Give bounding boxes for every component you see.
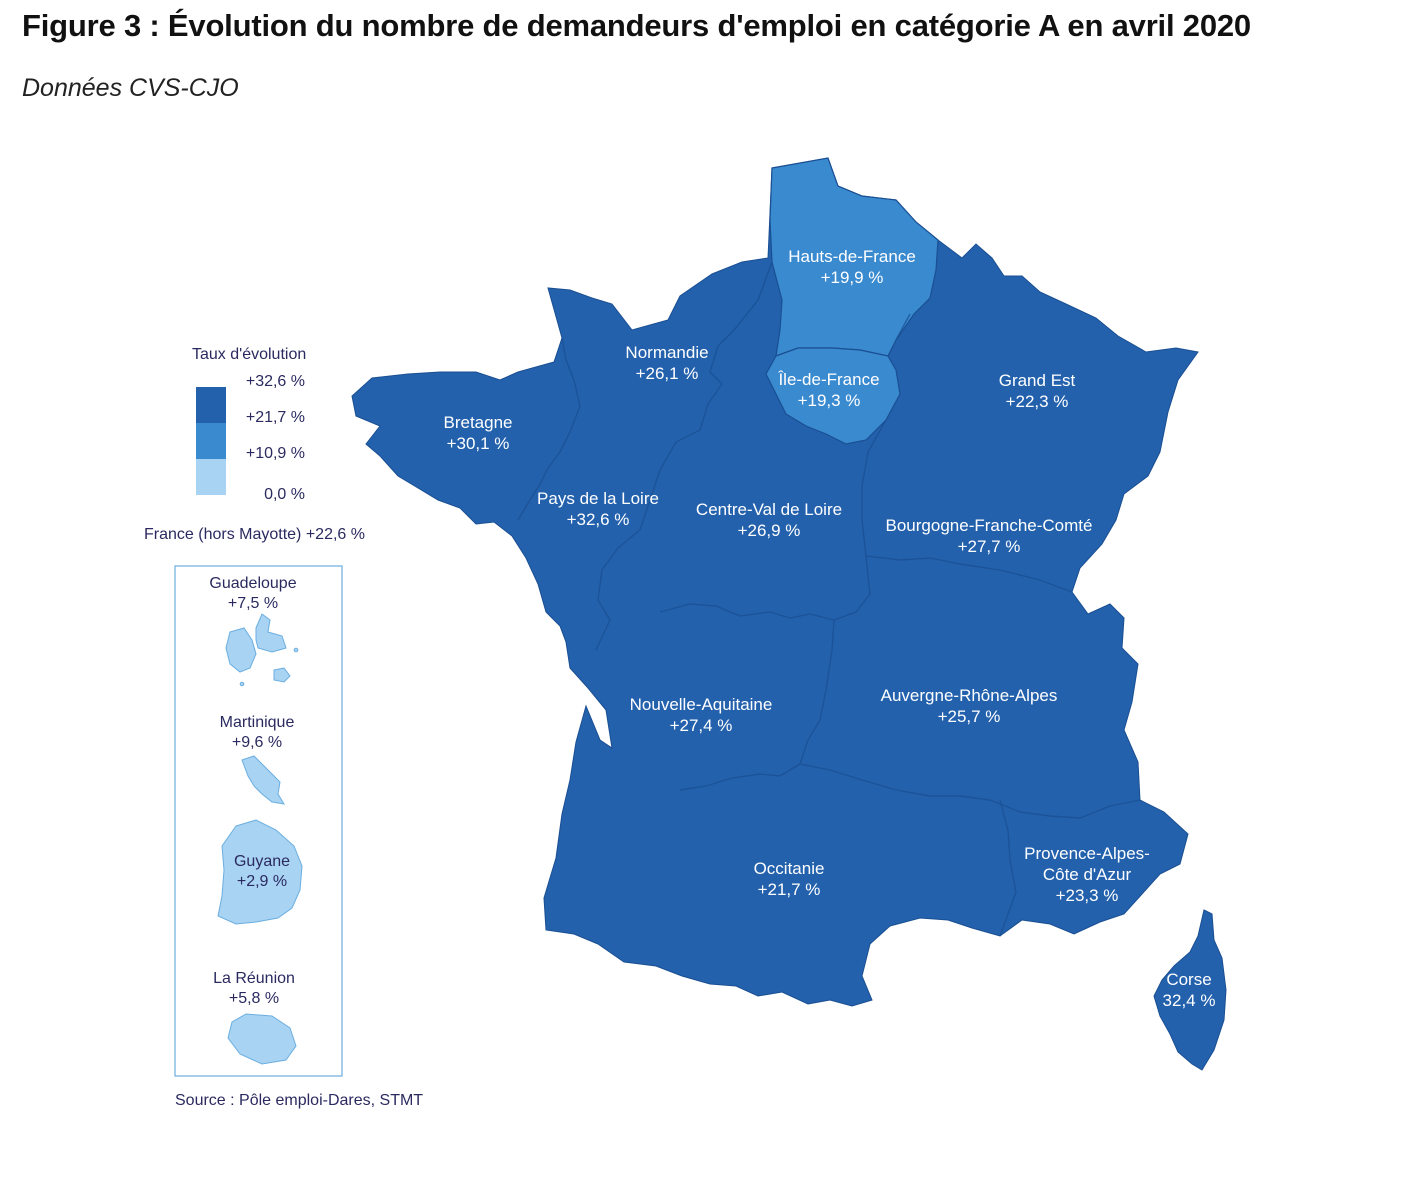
legend-swatch-dark bbox=[196, 387, 226, 423]
region-name-normandie: Normandie bbox=[625, 343, 708, 362]
legend-break-label: +21,7 % bbox=[246, 409, 305, 426]
region-name-grand-est: Grand Est bbox=[999, 371, 1076, 390]
overseas-name-guadeloupe: Guadeloupe bbox=[209, 575, 296, 592]
legend: Taux d'évolution +32,6 % +21,7 % +10,9 %… bbox=[144, 346, 365, 543]
region-name-bourgogne-franche-comte: Bourgogne-Franche-Comté bbox=[886, 516, 1093, 535]
region-name-occitanie: Occitanie bbox=[754, 859, 825, 878]
region-name-corse: Corse bbox=[1166, 970, 1211, 989]
region-ile-de-france-shape bbox=[765, 347, 901, 445]
region-value-centre-val-de-loire: +26,9 % bbox=[738, 521, 801, 540]
metropolitan-france bbox=[351, 157, 1199, 1007]
region-borders bbox=[517, 261, 1141, 937]
overseas-inset: Guadeloupe +7,5 % Martinique +9,6 % Guyane +2… bbox=[174, 565, 343, 1077]
overseas-value-martinique: +9,6 % bbox=[232, 734, 282, 751]
region-name-provence-alpes-cote-d-azur-line2: Côte d'Azur bbox=[1043, 865, 1132, 884]
region-value-nouvelle-aquitaine: +27,4 % bbox=[670, 716, 733, 735]
region-value-normandie: +26,1 % bbox=[636, 364, 699, 383]
legend-break-label: 0,0 % bbox=[264, 486, 305, 503]
region-name-provence-alpes-cote-d-azur: Provence-Alpes- bbox=[1024, 844, 1150, 863]
martinique-shape bbox=[241, 755, 285, 805]
guyane-shape bbox=[217, 819, 303, 925]
overseas-name-guyane: Guyane bbox=[234, 853, 290, 870]
region-value-auvergne-rhone-alpes: +25,7 % bbox=[938, 707, 1001, 726]
overseas-name-la-reunion: La Réunion bbox=[213, 970, 295, 987]
national-average-label: France (hors Mayotte) +22,6 % bbox=[144, 526, 365, 543]
legend-break-label: +10,9 % bbox=[246, 445, 305, 462]
overseas-value-guyane: +2,9 % bbox=[237, 873, 287, 890]
region-name-ile-de-france: Île-de-France bbox=[777, 370, 879, 389]
overseas-name-martinique: Martinique bbox=[220, 714, 295, 731]
region-value-corse: 32,4 % bbox=[1163, 991, 1216, 1010]
legend-title: Taux d'évolution bbox=[192, 346, 306, 363]
region-value-ile-de-france: +19,3 % bbox=[798, 391, 861, 410]
la-reunion-shape bbox=[227, 1013, 297, 1065]
region-labels: Hauts-de-France +19,9 % Normandie +26,1 % Îl… bbox=[444, 247, 1216, 1010]
overseas-inset-frame bbox=[174, 565, 343, 1077]
figure-title: Figure 3 : Évolution du nombre de demand… bbox=[22, 8, 1251, 43]
legend-swatch-light bbox=[196, 459, 226, 495]
region-corse-shape bbox=[1153, 909, 1227, 1071]
region-name-hauts-de-france: Hauts-de-France bbox=[788, 247, 916, 266]
guadeloupe-shape bbox=[225, 613, 299, 687]
overseas-value-la-reunion: +5,8 % bbox=[229, 990, 279, 1007]
region-value-pays-de-la-loire: +32,6 % bbox=[567, 510, 630, 529]
region-name-nouvelle-aquitaine: Nouvelle-Aquitaine bbox=[630, 695, 773, 714]
region-value-occitanie: +21,7 % bbox=[758, 880, 821, 899]
region-value-hauts-de-france: +19,9 % bbox=[821, 268, 884, 287]
region-value-grand-est: +22,3 % bbox=[1006, 392, 1069, 411]
source-note: Source : Pôle emploi-Dares, STMT bbox=[175, 1092, 423, 1109]
region-value-bourgogne-franche-comte: +27,7 % bbox=[958, 537, 1021, 556]
mainland-france-shape bbox=[351, 157, 1199, 1007]
overseas-value-guadeloupe: +7,5 % bbox=[228, 595, 278, 612]
region-name-centre-val-de-loire: Centre-Val de Loire bbox=[696, 500, 842, 519]
region-name-auvergne-rhone-alpes: Auvergne-Rhône-Alpes bbox=[881, 686, 1058, 705]
overseas-labels: Guadeloupe +7,5 % Martinique +9,6 % Guyane +2… bbox=[209, 575, 296, 1007]
legend-break-label: +32,6 % bbox=[246, 373, 305, 390]
region-value-provence-alpes-cote-d-azur: +23,3 % bbox=[1056, 886, 1119, 905]
figure-subtitle: Données CVS-CJO bbox=[22, 74, 239, 102]
region-name-pays-de-la-loire: Pays de la Loire bbox=[537, 489, 659, 508]
region-name-bretagne: Bretagne bbox=[444, 413, 513, 432]
legend-swatch-medium bbox=[196, 423, 226, 459]
region-value-bretagne: +30,1 % bbox=[447, 434, 510, 453]
